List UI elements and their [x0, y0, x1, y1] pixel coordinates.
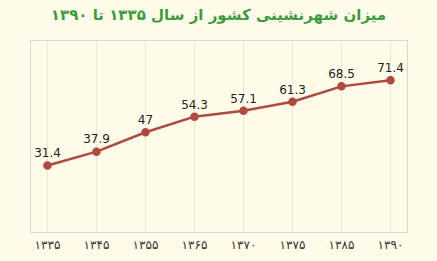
svg-text:۱۳۷۰: ۱۳۷۰ — [231, 238, 257, 252]
svg-text:۱۳۷۵: ۱۳۷۵ — [280, 238, 306, 252]
svg-text:۱۳۹۰: ۱۳۹۰ — [378, 238, 404, 252]
svg-text:71.4: 71.4 — [377, 61, 404, 75]
svg-text:47: 47 — [138, 113, 153, 127]
svg-text:61.3: 61.3 — [279, 83, 306, 97]
svg-text:۱۳۳۵: ۱۳۳۵ — [35, 238, 61, 252]
html-text:میزان شهرنشینی کشور از سال ۱۳۳: میزان شهرنشینی کشور از سال ۱۳۳۵ تا ۱۳۹۰ — [50, 6, 387, 24]
svg-text:31.4: 31.4 — [34, 146, 61, 160]
svg-text:۱۳۶۵: ۱۳۶۵ — [182, 238, 208, 252]
svg-text:۱۳۵۵: ۱۳۵۵ — [133, 238, 159, 252]
svg-text:57.1: 57.1 — [230, 92, 257, 106]
svg-text:۱۳۴۵: ۱۳۴۵ — [84, 238, 110, 252]
svg-text:۱۳۸۵: ۱۳۸۵ — [329, 238, 355, 252]
svg-text:37.9: 37.9 — [83, 132, 110, 146]
svg-text:54.3: 54.3 — [181, 98, 208, 112]
svg-text:68.5: 68.5 — [328, 67, 355, 81]
